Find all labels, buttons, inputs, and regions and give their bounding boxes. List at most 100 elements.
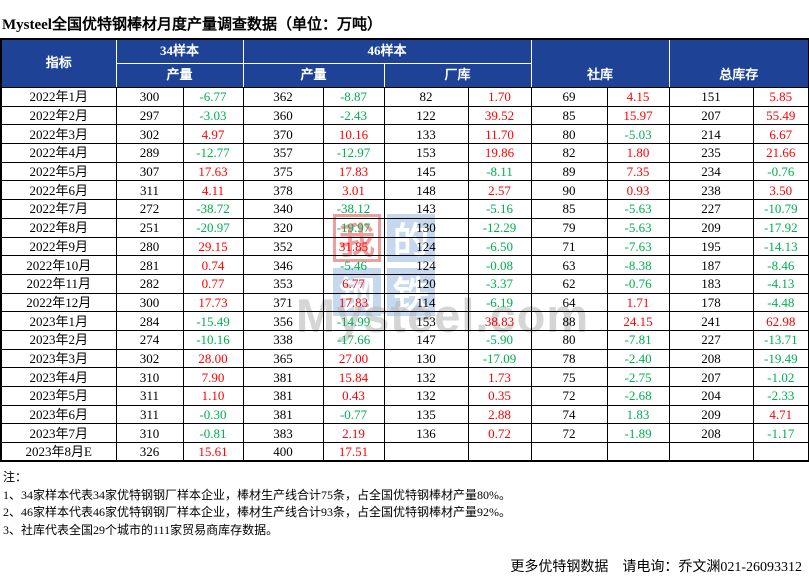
change-cell: -14.99 bbox=[322, 311, 385, 331]
value-cell: 326 bbox=[115, 442, 184, 462]
change-cell: 3.50 bbox=[752, 180, 809, 201]
change-cell: 0.35 bbox=[467, 386, 532, 406]
month-cell: 2022年5月 bbox=[0, 161, 117, 182]
change-cell: -5.46 bbox=[322, 255, 385, 275]
change-cell: -8.46 bbox=[752, 255, 809, 275]
value-cell: 75 bbox=[530, 367, 608, 387]
value-cell: 370 bbox=[242, 124, 324, 145]
header-cell-sample46: 46样本 bbox=[242, 38, 532, 64]
month-cell: 2022年12月 bbox=[0, 292, 117, 313]
change-cell: 0.74 bbox=[182, 255, 244, 275]
change-cell: 4.11 bbox=[182, 180, 244, 201]
change-cell bbox=[606, 442, 670, 462]
change-cell: -2.75 bbox=[606, 367, 670, 387]
value-cell: 378 bbox=[242, 180, 324, 201]
value-cell: 130 bbox=[383, 217, 469, 238]
change-cell: -8.38 bbox=[606, 255, 670, 275]
table-row: 2023年1月 284 -15.49 356 -14.99 153 38.83 88 24.15… bbox=[0, 311, 809, 331]
table-row: 2022年11月 282 0.77 353 6.77 120 -3.37 62 -0.76 183… bbox=[0, 273, 809, 294]
value-cell: 274 bbox=[115, 329, 184, 350]
value-cell: 114 bbox=[383, 292, 469, 313]
value-cell: 234 bbox=[668, 161, 754, 182]
value-cell: 400 bbox=[242, 442, 324, 462]
table-row: 2022年12月 300 17.73 371 17.83 114 -6.19 64 1.71 17… bbox=[0, 292, 809, 313]
value-cell: 183 bbox=[668, 273, 754, 294]
note-line: 3、社库代表全国29个城市的111家贸易商库存数据。 bbox=[3, 522, 279, 537]
change-cell: -10.16 bbox=[182, 329, 244, 350]
change-cell: 39.52 bbox=[467, 105, 532, 126]
change-cell: 62.98 bbox=[752, 311, 809, 331]
value-cell: 62 bbox=[530, 273, 608, 294]
change-cell: 6.77 bbox=[322, 273, 385, 294]
change-cell: 0.72 bbox=[467, 423, 532, 444]
change-cell: 15.61 bbox=[182, 442, 244, 462]
value-cell: 136 bbox=[383, 423, 469, 444]
table-row: 2023年6月 311 -0.30 381 -0.77 135 2.88 74 1.83 209 4… bbox=[0, 404, 809, 425]
header-cell-sample34: 34样本 bbox=[115, 38, 244, 64]
table-row: 2022年6月 311 4.11 378 3.01 148 2.57 90 0.93 238 3.5… bbox=[0, 180, 809, 201]
value-cell: 352 bbox=[242, 236, 324, 257]
month-cell: 2023年1月 bbox=[0, 311, 117, 331]
value-cell: 153 bbox=[383, 311, 469, 331]
value-cell: 272 bbox=[115, 199, 184, 219]
change-cell: 1.10 bbox=[182, 386, 244, 406]
value-cell: 241 bbox=[668, 311, 754, 331]
value-cell: 281 bbox=[115, 255, 184, 275]
change-cell: -8.87 bbox=[322, 87, 385, 107]
table-body: 2022年1月 300 -6.77 362 -8.87 82 1.70 69 4.15 151 5.… bbox=[0, 87, 809, 462]
value-cell: 204 bbox=[668, 386, 754, 406]
change-cell: 0.43 bbox=[322, 386, 385, 406]
value-cell bbox=[530, 442, 608, 462]
change-cell: 1.83 bbox=[606, 404, 670, 425]
table-row: 2022年5月 307 17.63 375 17.83 145 -8.11 89 7.35 234… bbox=[0, 161, 809, 182]
change-cell: -2.40 bbox=[606, 348, 670, 369]
month-cell: 2022年1月 bbox=[0, 87, 117, 107]
change-cell: 11.70 bbox=[467, 124, 532, 145]
change-cell: -17.92 bbox=[752, 217, 809, 238]
change-cell: 15.84 bbox=[322, 367, 385, 387]
change-cell: -0.08 bbox=[467, 255, 532, 275]
change-cell: -38.72 bbox=[182, 199, 244, 219]
value-cell: 311 bbox=[115, 180, 184, 201]
value-cell: 148 bbox=[383, 180, 469, 201]
value-cell: 300 bbox=[115, 87, 184, 107]
value-cell: 85 bbox=[530, 199, 608, 219]
table-row: 2022年10月 281 0.74 346 -5.46 124 -0.08 63 -8.38 18… bbox=[0, 255, 809, 275]
month-cell: 2022年9月 bbox=[0, 236, 117, 257]
change-cell: -17.66 bbox=[322, 329, 385, 350]
value-cell: 147 bbox=[383, 329, 469, 350]
month-cell: 2023年4月 bbox=[0, 367, 117, 387]
table-row: 2022年1月 300 -6.77 362 -8.87 82 1.70 69 4.15 151 5.… bbox=[0, 87, 809, 107]
change-cell: -1.17 bbox=[752, 423, 809, 444]
change-cell: -2.33 bbox=[752, 386, 809, 406]
footer-contact: 更多优特钢数据 请电询：乔文渊021-26093312 bbox=[510, 560, 802, 576]
value-cell: 310 bbox=[115, 423, 184, 444]
month-cell: 2022年7月 bbox=[0, 199, 117, 219]
change-cell: -7.63 bbox=[606, 236, 670, 257]
value-cell: 90 bbox=[530, 180, 608, 201]
value-cell bbox=[383, 442, 469, 462]
table-row: 2022年4月 289 -12.77 357 -12.97 153 19.86 82 1.80 2… bbox=[0, 143, 809, 163]
value-cell: 85 bbox=[530, 105, 608, 126]
value-cell: 130 bbox=[383, 348, 469, 369]
value-cell: 362 bbox=[242, 87, 324, 107]
month-cell: 2022年2月 bbox=[0, 105, 117, 126]
change-cell: 2.57 bbox=[467, 180, 532, 201]
table-row: 2022年9月 280 29.15 352 31.85 124 -6.50 71 -7.63 19… bbox=[0, 236, 809, 257]
change-cell: 38.83 bbox=[467, 311, 532, 331]
month-cell: 2022年11月 bbox=[0, 273, 117, 294]
value-cell: 143 bbox=[383, 199, 469, 219]
value-cell: 122 bbox=[383, 105, 469, 126]
value-cell: 353 bbox=[242, 273, 324, 294]
table-row: 2023年2月 274 -10.16 338 -17.66 147 -5.90 80 -7.81… bbox=[0, 329, 809, 350]
change-cell: -0.81 bbox=[182, 423, 244, 444]
change-cell: 31.85 bbox=[322, 236, 385, 257]
change-cell: -5.63 bbox=[606, 217, 670, 238]
value-cell: 74 bbox=[530, 404, 608, 425]
value-cell: 80 bbox=[530, 329, 608, 350]
table-row: 2023年8月E 326 15.61 400 17.51 bbox=[0, 442, 809, 462]
value-cell: 381 bbox=[242, 386, 324, 406]
header-cell-total-inventory: 总库存 bbox=[668, 38, 809, 88]
month-cell: 2022年6月 bbox=[0, 180, 117, 201]
